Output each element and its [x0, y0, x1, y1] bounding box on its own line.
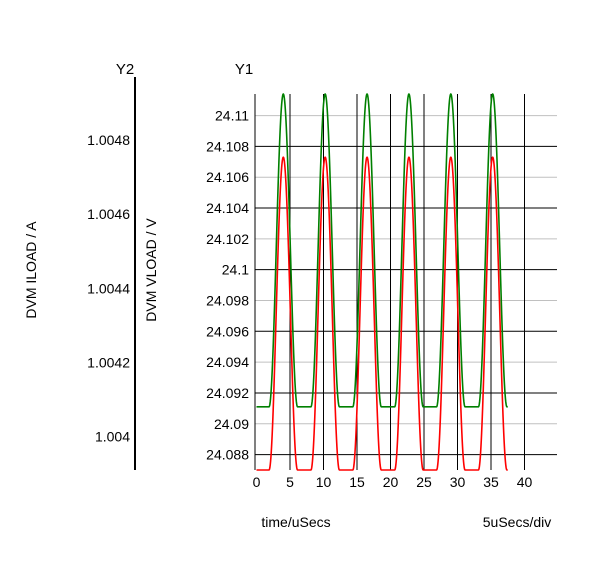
y1-tick-label: 24.1 [222, 262, 249, 278]
y2-tick-labels: 1.0048 1.0046 1.0044 1.0042 1.004 [87, 132, 130, 445]
y1-tick-label: 24.106 [206, 169, 249, 185]
x-axis-title: time/uSecs [261, 514, 330, 530]
axes [134, 77, 256, 470]
y2-tick-label: 1.0048 [87, 132, 130, 148]
x-tick-label: 35 [483, 474, 499, 490]
y1-tick-label: 24.092 [206, 385, 249, 401]
y1-tick-label: 24.098 [206, 292, 249, 308]
y1-tick-label: 24.09 [214, 416, 249, 432]
y1-tick-label: 24.11 [215, 108, 249, 124]
x-tick-labels: 0 5 10 15 20 25 30 35 40 [253, 474, 533, 490]
x-tick-label: 30 [450, 474, 466, 490]
y1-axis-header: Y1 [235, 61, 253, 78]
y2-tick-label: 1.004 [95, 429, 130, 445]
y1-tick-label: 24.102 [206, 231, 249, 247]
y2-tick-label: 1.0042 [87, 354, 130, 370]
y1-tick-label: 24.108 [206, 138, 249, 154]
y2-tick-label: 1.0046 [87, 206, 130, 222]
series-line [256, 93, 509, 408]
x-tick-label: 10 [316, 474, 332, 490]
x-axis-scale-label: 5uSecs/div [483, 514, 551, 530]
y1-axis-title: DVM VLOAD / V [143, 218, 159, 322]
x-tick-label: 40 [517, 474, 533, 490]
y2-axis-title: DVM ILOAD / A [23, 221, 39, 319]
y1-tick-labels: 24.11 24.108 24.106 24.104 24.102 24.1 24.098 2… [206, 108, 249, 463]
y1-tick-label: 24.096 [206, 323, 249, 339]
y2-tick-label: 1.0044 [87, 280, 130, 296]
x-tick-label: 20 [383, 474, 399, 490]
plot-series [256, 93, 509, 471]
x-tick-label: 0 [253, 474, 261, 490]
x-tick-label: 5 [286, 474, 294, 490]
grid [255, 94, 557, 470]
series-line [256, 156, 509, 471]
y1-tick-label: 24.088 [206, 447, 249, 463]
x-tick-label: 15 [349, 474, 365, 490]
y1-tick-label: 24.104 [206, 200, 249, 216]
y1-tick-label: 24.094 [206, 354, 249, 370]
y2-axis-header: Y2 [116, 61, 134, 78]
x-tick-label: 25 [416, 474, 432, 490]
